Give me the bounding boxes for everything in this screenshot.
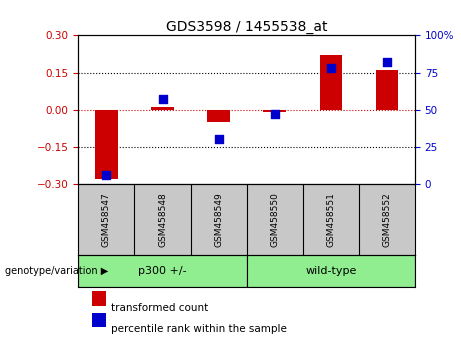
Text: GSM458547: GSM458547: [102, 192, 111, 247]
Text: GSM458549: GSM458549: [214, 192, 223, 247]
Text: wild-type: wild-type: [305, 266, 356, 276]
Bar: [376, 70, 398, 110]
Text: p300 +/-: p300 +/-: [138, 266, 187, 276]
Bar: [319, 55, 342, 110]
Bar: [151, 107, 174, 110]
Text: GSM458548: GSM458548: [158, 192, 167, 247]
Bar: [247, 255, 415, 287]
Text: GSM458551: GSM458551: [326, 192, 335, 247]
Text: percentile rank within the sample: percentile rank within the sample: [111, 324, 287, 334]
Bar: [263, 110, 286, 112]
Point: [327, 65, 334, 71]
Point: [271, 112, 278, 117]
Bar: [78, 255, 247, 287]
Point: [215, 137, 222, 142]
Bar: [95, 110, 118, 179]
Point: [383, 59, 390, 65]
Point: [103, 172, 110, 178]
Text: GSM458550: GSM458550: [270, 192, 279, 247]
Point: [159, 97, 166, 102]
Text: genotype/variation ▶: genotype/variation ▶: [5, 266, 108, 276]
Title: GDS3598 / 1455538_at: GDS3598 / 1455538_at: [166, 21, 327, 34]
Text: transformed count: transformed count: [111, 303, 208, 313]
Text: GSM458552: GSM458552: [382, 192, 391, 247]
Bar: [207, 110, 230, 122]
